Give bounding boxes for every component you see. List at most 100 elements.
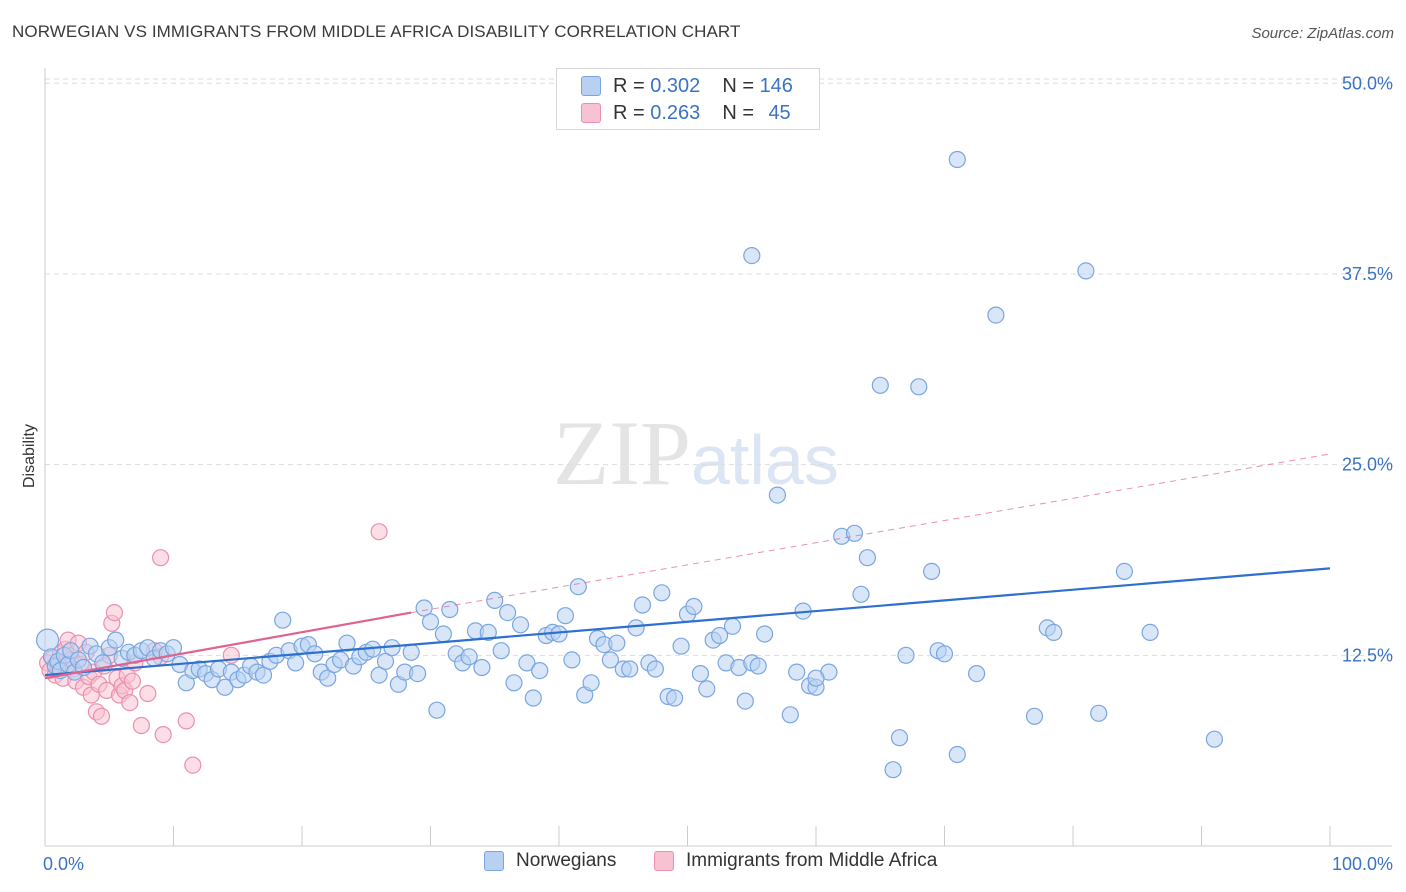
trend-line-immigrants	[44, 611, 412, 680]
point-norwegians	[376, 652, 395, 671]
grid	[45, 78, 1392, 656]
legend-swatch-pink	[654, 851, 674, 871]
point-norwegians	[653, 584, 671, 602]
point-immigrants	[123, 672, 141, 690]
trend-lines	[44, 453, 1331, 680]
chart-title: NORWEGIAN VS IMMIGRANTS FROM MIDDLE AFRI…	[12, 22, 741, 41]
point-norwegians	[768, 486, 787, 504]
x-tick-labels: 0.0% 100.0%	[43, 854, 1393, 874]
legend-n-value: 45	[768, 101, 791, 124]
y-tick-label: 25.0%	[1342, 455, 1393, 475]
point-norwegians	[415, 599, 433, 617]
point-norwegians	[402, 643, 420, 661]
point-immigrants	[154, 725, 172, 744]
point-norwegians	[287, 654, 305, 672]
point-norwegians	[627, 619, 645, 637]
point-norwegians	[421, 613, 440, 631]
legend-n-label: N =	[722, 74, 754, 97]
point-norwegians	[1045, 623, 1063, 642]
point-norwegians	[505, 674, 523, 692]
legend-label-immigrants: Immigrants from Middle Africa	[686, 850, 938, 871]
point-norwegians	[723, 617, 742, 635]
point-norwegians	[1115, 562, 1134, 581]
legend-r-label: R =	[613, 101, 645, 124]
point-norwegians	[987, 306, 1005, 324]
point-norwegians	[755, 625, 774, 643]
trend-extension-immigrants	[411, 453, 1331, 614]
legend-swatch-pink	[581, 103, 601, 123]
point-norwegians	[608, 634, 626, 652]
legend-r-value: 0.302	[650, 74, 701, 97]
legend-r-value: 0.263	[650, 101, 701, 124]
point-norwegians	[1077, 262, 1095, 280]
point-norwegians	[492, 642, 510, 660]
point-norwegians	[781, 706, 799, 724]
point-norwegians	[524, 689, 542, 707]
point-norwegians	[499, 603, 517, 622]
point-norwegians	[948, 745, 966, 764]
point-norwegians	[852, 585, 870, 603]
point-norwegians	[511, 616, 530, 634]
x-ticks	[44, 826, 1331, 846]
legend-swatch-blue	[581, 76, 601, 96]
point-norwegians	[1025, 707, 1044, 725]
point-norwegians	[807, 669, 825, 687]
legend-row-norwegians: R = 0.302 N = 146	[581, 74, 793, 98]
legend-n-label: N =	[722, 101, 754, 124]
point-norwegians	[531, 661, 549, 680]
legend-row-immigrants: R = 0.263 N = 45	[581, 101, 800, 125]
point-immigrants	[370, 523, 388, 541]
point-norwegians	[948, 150, 966, 169]
point-immigrants	[152, 549, 170, 567]
point-immigrants	[121, 693, 139, 712]
axes	[44, 68, 1392, 847]
point-norwegians	[646, 660, 665, 678]
correlation-legend: R = 0.302 N = 146 R = 0.263 N = 45	[556, 68, 820, 130]
x-tick-label-min: 0.0%	[43, 854, 84, 874]
point-immigrants	[177, 712, 195, 730]
point-norwegians	[569, 578, 587, 596]
point-immigrants	[92, 707, 111, 725]
point-norwegians	[633, 596, 652, 614]
point-norwegians	[216, 678, 234, 696]
point-norwegians	[1090, 704, 1108, 722]
point-norwegians	[749, 657, 767, 675]
source-label: Source: ZipAtlas.com	[1251, 25, 1394, 42]
watermark: ZIPatlas	[553, 400, 839, 506]
legend-item-immigrants: Immigrants from Middle Africa	[654, 850, 937, 872]
y-tick-labels: 12.5% 25.0% 37.5% 50.0%	[1342, 73, 1393, 665]
point-norwegians	[441, 600, 459, 619]
point-norwegians	[890, 729, 909, 747]
point-norwegians	[845, 524, 864, 542]
point-norwegians	[710, 626, 729, 645]
point-norwegians	[665, 689, 684, 707]
point-norwegians	[691, 664, 710, 683]
series-legend: Norwegians Immigrants from Middle Africa	[0, 850, 1406, 878]
point-norwegians	[434, 625, 452, 643]
point-norwegians	[582, 674, 600, 692]
point-immigrants	[105, 603, 124, 622]
legend-item-norwegians: Norwegians	[484, 850, 616, 872]
y-tick-label: 37.5%	[1342, 264, 1393, 284]
trend-line-norwegians	[44, 567, 1331, 677]
point-immigrants	[132, 716, 150, 735]
x-tick-label-max: 100.0%	[1332, 854, 1393, 874]
legend-r-label: R =	[613, 74, 645, 97]
legend-label-norwegians: Norwegians	[516, 850, 617, 871]
point-norwegians	[1205, 730, 1224, 748]
point-norwegians	[897, 646, 915, 664]
point-norwegians	[473, 658, 491, 677]
point-norwegians	[428, 701, 446, 719]
legend-n-value: 146	[759, 74, 793, 97]
legend-swatch-blue	[484, 851, 504, 871]
point-norwegians	[910, 378, 928, 396]
point-norwegians	[858, 549, 877, 567]
point-norwegians	[698, 680, 716, 698]
point-norwegians	[35, 628, 60, 652]
point-norwegians	[621, 660, 639, 678]
point-norwegians	[107, 631, 125, 649]
y-tick-label: 50.0%	[1342, 73, 1393, 93]
point-norwegians	[1141, 623, 1159, 642]
point-norwegians	[563, 651, 581, 669]
point-norwegians	[556, 607, 575, 625]
